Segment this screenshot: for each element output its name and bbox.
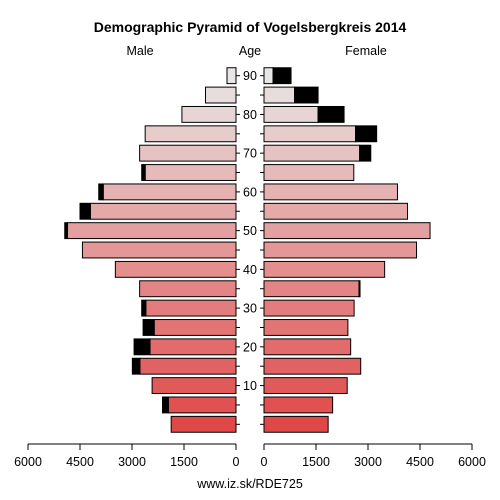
male-bar-70-74 xyxy=(139,144,237,162)
female-bar-85-89 xyxy=(263,86,296,104)
female-bar-10-14 xyxy=(263,377,348,395)
female-x-tick-label: 6000 xyxy=(458,455,486,469)
female-x-tick-label: 0 xyxy=(261,455,268,469)
male-bar-50-54 xyxy=(67,222,237,240)
female-surplus-35-39 xyxy=(358,280,361,298)
female-bar-50-54 xyxy=(263,222,431,240)
female-x-axis: 0 1500 3000 4500 6000 xyxy=(261,443,486,469)
male-bar-20-24 xyxy=(149,338,237,356)
female-x-tick-label: 1500 xyxy=(302,455,330,469)
female-bar-70-74 xyxy=(263,144,361,162)
age-tick-label: 10 xyxy=(243,379,257,393)
female-bar-80-84 xyxy=(263,105,319,123)
male-surplus-65-69 xyxy=(141,164,146,181)
female-bar-35-39 xyxy=(263,280,360,298)
female-bar-40-44 xyxy=(263,260,386,278)
male-surplus-30-34 xyxy=(141,299,147,317)
female-bar-90+ xyxy=(263,67,274,85)
male-bar-65-69 xyxy=(144,164,237,181)
male-surplus-20-24 xyxy=(133,338,151,356)
female-bar-30-34 xyxy=(263,299,355,317)
age-tick-label: 20 xyxy=(243,340,257,354)
male-x-tick-label: 3000 xyxy=(118,455,146,469)
male-x-tick-label: 1500 xyxy=(170,455,198,469)
male-bar-60-64 xyxy=(102,183,237,201)
female-bar-75-79 xyxy=(263,125,357,143)
male-bar-30-34 xyxy=(145,299,237,317)
male-x-tick-label: 6000 xyxy=(14,455,42,469)
female-x-tick-label: 3000 xyxy=(354,455,382,469)
female-bar-55-59 xyxy=(263,202,409,220)
age-tick-label: 90 xyxy=(243,69,257,83)
male-bar-5-9 xyxy=(167,396,237,414)
male-surplus-60-64 xyxy=(98,183,104,201)
source-footer: www.iz.sk/RDE725 xyxy=(196,477,303,491)
female-bar-5-9 xyxy=(263,396,334,414)
male-surplus-25-29 xyxy=(142,319,155,336)
female-bars xyxy=(263,67,431,433)
male-bar-35-39 xyxy=(139,280,237,298)
age-tick-label: 30 xyxy=(243,302,257,316)
male-x-tick-label: 4500 xyxy=(66,455,94,469)
age-tick-label: 50 xyxy=(243,224,257,238)
male-x-axis: 6000 4500 3000 1500 0 xyxy=(14,443,240,469)
male-surplus-55-59 xyxy=(79,202,91,220)
female-surplus-80-84 xyxy=(317,105,345,123)
male-bar-10-14 xyxy=(151,377,237,395)
male-bars xyxy=(64,67,237,433)
male-surplus-5-9 xyxy=(162,396,169,414)
male-bar-45-49 xyxy=(81,241,237,259)
age-tick-label: 70 xyxy=(243,147,257,161)
age-axis: 10 20 30 40 50 60 70 80 90 xyxy=(236,69,264,425)
female-x-tick-label: 4500 xyxy=(406,455,434,469)
male-bar-85-89 xyxy=(204,86,237,104)
female-bar-0-4 xyxy=(263,415,329,433)
female-label: Female xyxy=(345,44,387,58)
female-bar-15-19 xyxy=(263,357,362,375)
female-surplus-90+ xyxy=(272,67,292,85)
male-bar-40-44 xyxy=(114,260,237,278)
female-bar-25-29 xyxy=(263,319,349,336)
age-label: Age xyxy=(239,44,261,58)
female-surplus-75-79 xyxy=(355,125,378,143)
female-bar-20-24 xyxy=(263,338,352,356)
female-bar-60-64 xyxy=(263,183,398,201)
male-surplus-15-19 xyxy=(131,357,141,375)
female-surplus-70-74 xyxy=(359,144,372,162)
male-bar-15-19 xyxy=(139,357,237,375)
male-bar-80-84 xyxy=(181,105,237,123)
female-bar-65-69 xyxy=(263,164,355,181)
male-surplus-50-54 xyxy=(64,222,69,240)
age-tick-label: 40 xyxy=(243,263,257,277)
chart-title: Demographic Pyramid of Vogelsbergkreis 2… xyxy=(94,19,407,35)
age-tick-label: 80 xyxy=(243,108,257,122)
male-bar-75-79 xyxy=(144,125,237,143)
male-bar-0-4 xyxy=(170,415,237,433)
male-bar-25-29 xyxy=(153,319,237,336)
male-x-tick-label: 0 xyxy=(233,455,240,469)
male-bar-55-59 xyxy=(89,202,237,220)
female-bar-45-49 xyxy=(263,241,418,259)
age-tick-label: 60 xyxy=(243,185,257,199)
male-label: Male xyxy=(126,44,153,58)
male-bar-90+ xyxy=(226,67,237,85)
female-surplus-85-89 xyxy=(294,86,319,104)
